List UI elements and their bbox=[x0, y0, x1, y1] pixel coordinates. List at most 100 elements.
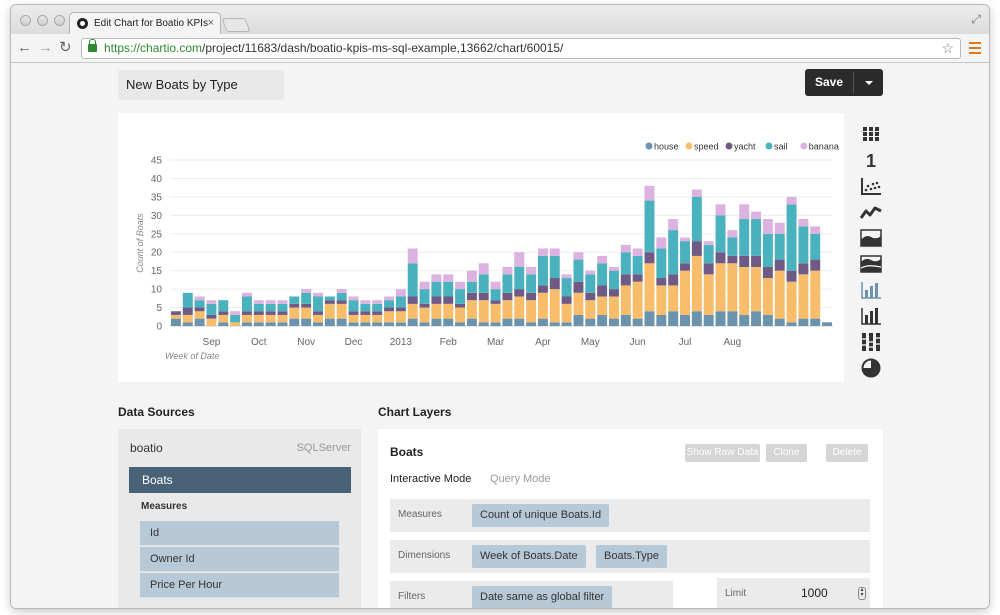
x-tick-label: Oct bbox=[251, 337, 267, 348]
bar-segment-speed bbox=[336, 303, 347, 319]
legend-label-banana: banana bbox=[809, 142, 839, 152]
show-raw-data-button[interactable]: Show Raw Data bbox=[685, 444, 760, 462]
y-tick-label: 25 bbox=[151, 229, 163, 240]
scatter-icon[interactable] bbox=[860, 176, 882, 196]
bar-segment-banana bbox=[514, 252, 525, 267]
bar-segment-sail bbox=[253, 303, 264, 312]
bar-segment-banana bbox=[230, 311, 241, 315]
browser-menu-icon[interactable] bbox=[969, 42, 981, 57]
bar-segment-house bbox=[443, 318, 454, 326]
bar-segment-yacht bbox=[798, 263, 809, 275]
bookmark-star-icon[interactable]: ☆ bbox=[941, 40, 954, 56]
field-price-per-hour[interactable]: Price Per Hour bbox=[140, 573, 339, 598]
chart-name-input[interactable]: New Boats by Type bbox=[118, 70, 284, 100]
bar-segment-speed bbox=[715, 263, 726, 312]
bar-segment-yacht bbox=[218, 311, 229, 315]
line-icon[interactable] bbox=[860, 202, 882, 222]
bar-segment-banana bbox=[277, 300, 288, 304]
minimize-window-button[interactable] bbox=[37, 15, 48, 26]
bar-segment-banana bbox=[680, 237, 690, 242]
limit-input[interactable]: 1000 bbox=[801, 586, 828, 600]
dimension-pill-date[interactable]: Week of Boats.Date bbox=[472, 545, 586, 568]
bar-segment-banana bbox=[265, 300, 276, 304]
field-owner-id[interactable]: Owner Id bbox=[140, 547, 339, 572]
layer-name: Boats bbox=[390, 445, 424, 459]
stacked-bar-icon[interactable] bbox=[860, 306, 882, 326]
bar-segment-yacht bbox=[762, 266, 773, 279]
table-icon[interactable] bbox=[860, 124, 882, 144]
delete-button[interactable]: Delete bbox=[826, 444, 868, 462]
bar-segment-sail bbox=[585, 274, 596, 293]
bar-segment-sail bbox=[644, 200, 655, 253]
bar-segment-sail bbox=[277, 303, 288, 312]
legend-label-yacht: yacht bbox=[734, 142, 756, 152]
field-id[interactable]: Id bbox=[140, 521, 339, 546]
bar-segment-house bbox=[656, 314, 667, 326]
interactive-mode-tab[interactable]: Interactive Mode bbox=[390, 473, 472, 485]
fullscreen-icon[interactable]: ⤢ bbox=[971, 12, 981, 26]
bar-segment-speed bbox=[537, 292, 548, 319]
bar-segment-banana bbox=[549, 248, 560, 256]
address-bar[interactable]: https://chartio.com/project/11683/dash/b… bbox=[81, 38, 961, 59]
bar-segment-speed bbox=[597, 296, 608, 315]
browser-tab[interactable]: Edit Chart for Boatio KPIs × bbox=[69, 12, 221, 34]
bar-segment-speed bbox=[230, 322, 241, 326]
new-tab-button[interactable] bbox=[221, 18, 251, 32]
single-value-icon[interactable]: 1 bbox=[860, 150, 882, 170]
area-icon[interactable] bbox=[860, 228, 882, 248]
bar-segment-banana bbox=[703, 241, 714, 245]
zoom-window-button[interactable] bbox=[54, 15, 65, 26]
bar-segment-speed bbox=[313, 314, 323, 323]
query-mode-tab[interactable]: Query Mode bbox=[490, 473, 551, 485]
bar-segment-banana bbox=[206, 300, 217, 304]
limit-stepper-icon[interactable]: ▴ ▾ bbox=[858, 587, 866, 600]
save-divider bbox=[853, 72, 854, 93]
bar-segment-speed bbox=[478, 300, 489, 323]
bar-segment-speed bbox=[585, 300, 596, 319]
measure-pill[interactable]: Count of unique Boats.Id bbox=[472, 504, 610, 527]
bar-segment-house bbox=[455, 322, 466, 326]
filter-pill[interactable]: Date same as global filter bbox=[472, 586, 613, 608]
bar-segment-house bbox=[407, 318, 418, 326]
dimension-pill-type[interactable]: Boats.Type bbox=[596, 545, 668, 568]
pie-icon[interactable] bbox=[860, 358, 882, 378]
stacked-area-icon[interactable] bbox=[860, 254, 882, 274]
bar-segment-yacht bbox=[455, 303, 466, 308]
chartio-favicon-icon bbox=[77, 18, 88, 29]
bar-icon[interactable] bbox=[860, 280, 882, 300]
limit-box: Limit 1000 ▴ ▾ bbox=[717, 578, 870, 608]
bar-segment-sail bbox=[620, 252, 631, 275]
close-window-button[interactable] bbox=[20, 15, 31, 26]
clone-button[interactable]: Clone bbox=[766, 444, 807, 462]
bar-segment-banana bbox=[609, 266, 619, 271]
bar-segment-yacht bbox=[514, 289, 525, 297]
bar-segment-yacht bbox=[774, 259, 785, 271]
bar-segment-house bbox=[301, 318, 312, 326]
percent-bar-icon[interactable] bbox=[860, 332, 882, 352]
bar-segment-house bbox=[372, 322, 383, 326]
close-tab-icon[interactable]: × bbox=[207, 17, 214, 29]
legend-swatch-sail bbox=[765, 142, 773, 150]
bar-segment-sail bbox=[455, 289, 466, 304]
bar-segment-yacht bbox=[241, 311, 252, 315]
bar-segment-house bbox=[277, 322, 288, 326]
bar-segment-speed bbox=[798, 274, 809, 319]
bar-segment-house bbox=[170, 318, 181, 326]
bar-segment-yacht bbox=[253, 311, 264, 315]
bar-segment-speed bbox=[668, 285, 679, 312]
x-tick-label: Sep bbox=[203, 337, 221, 348]
save-dropdown-caret-icon[interactable] bbox=[865, 81, 873, 85]
bar-segment-house bbox=[490, 322, 501, 326]
table-item-boats[interactable]: Boats bbox=[129, 467, 351, 493]
bar-segment-yacht bbox=[194, 307, 205, 312]
back-arrow-icon[interactable]: ← bbox=[17, 39, 32, 56]
bar-segment-yacht bbox=[478, 292, 489, 301]
bar-segment-banana bbox=[336, 289, 347, 293]
save-button[interactable]: Save bbox=[805, 69, 883, 96]
forward-arrow-icon[interactable]: → bbox=[38, 39, 53, 56]
bar-segment-house bbox=[573, 314, 584, 326]
bar-segment-banana bbox=[490, 281, 501, 290]
reload-icon[interactable]: ↻ bbox=[59, 39, 72, 56]
bar-segment-house bbox=[715, 311, 726, 326]
data-source-name[interactable]: boatio bbox=[130, 441, 163, 455]
